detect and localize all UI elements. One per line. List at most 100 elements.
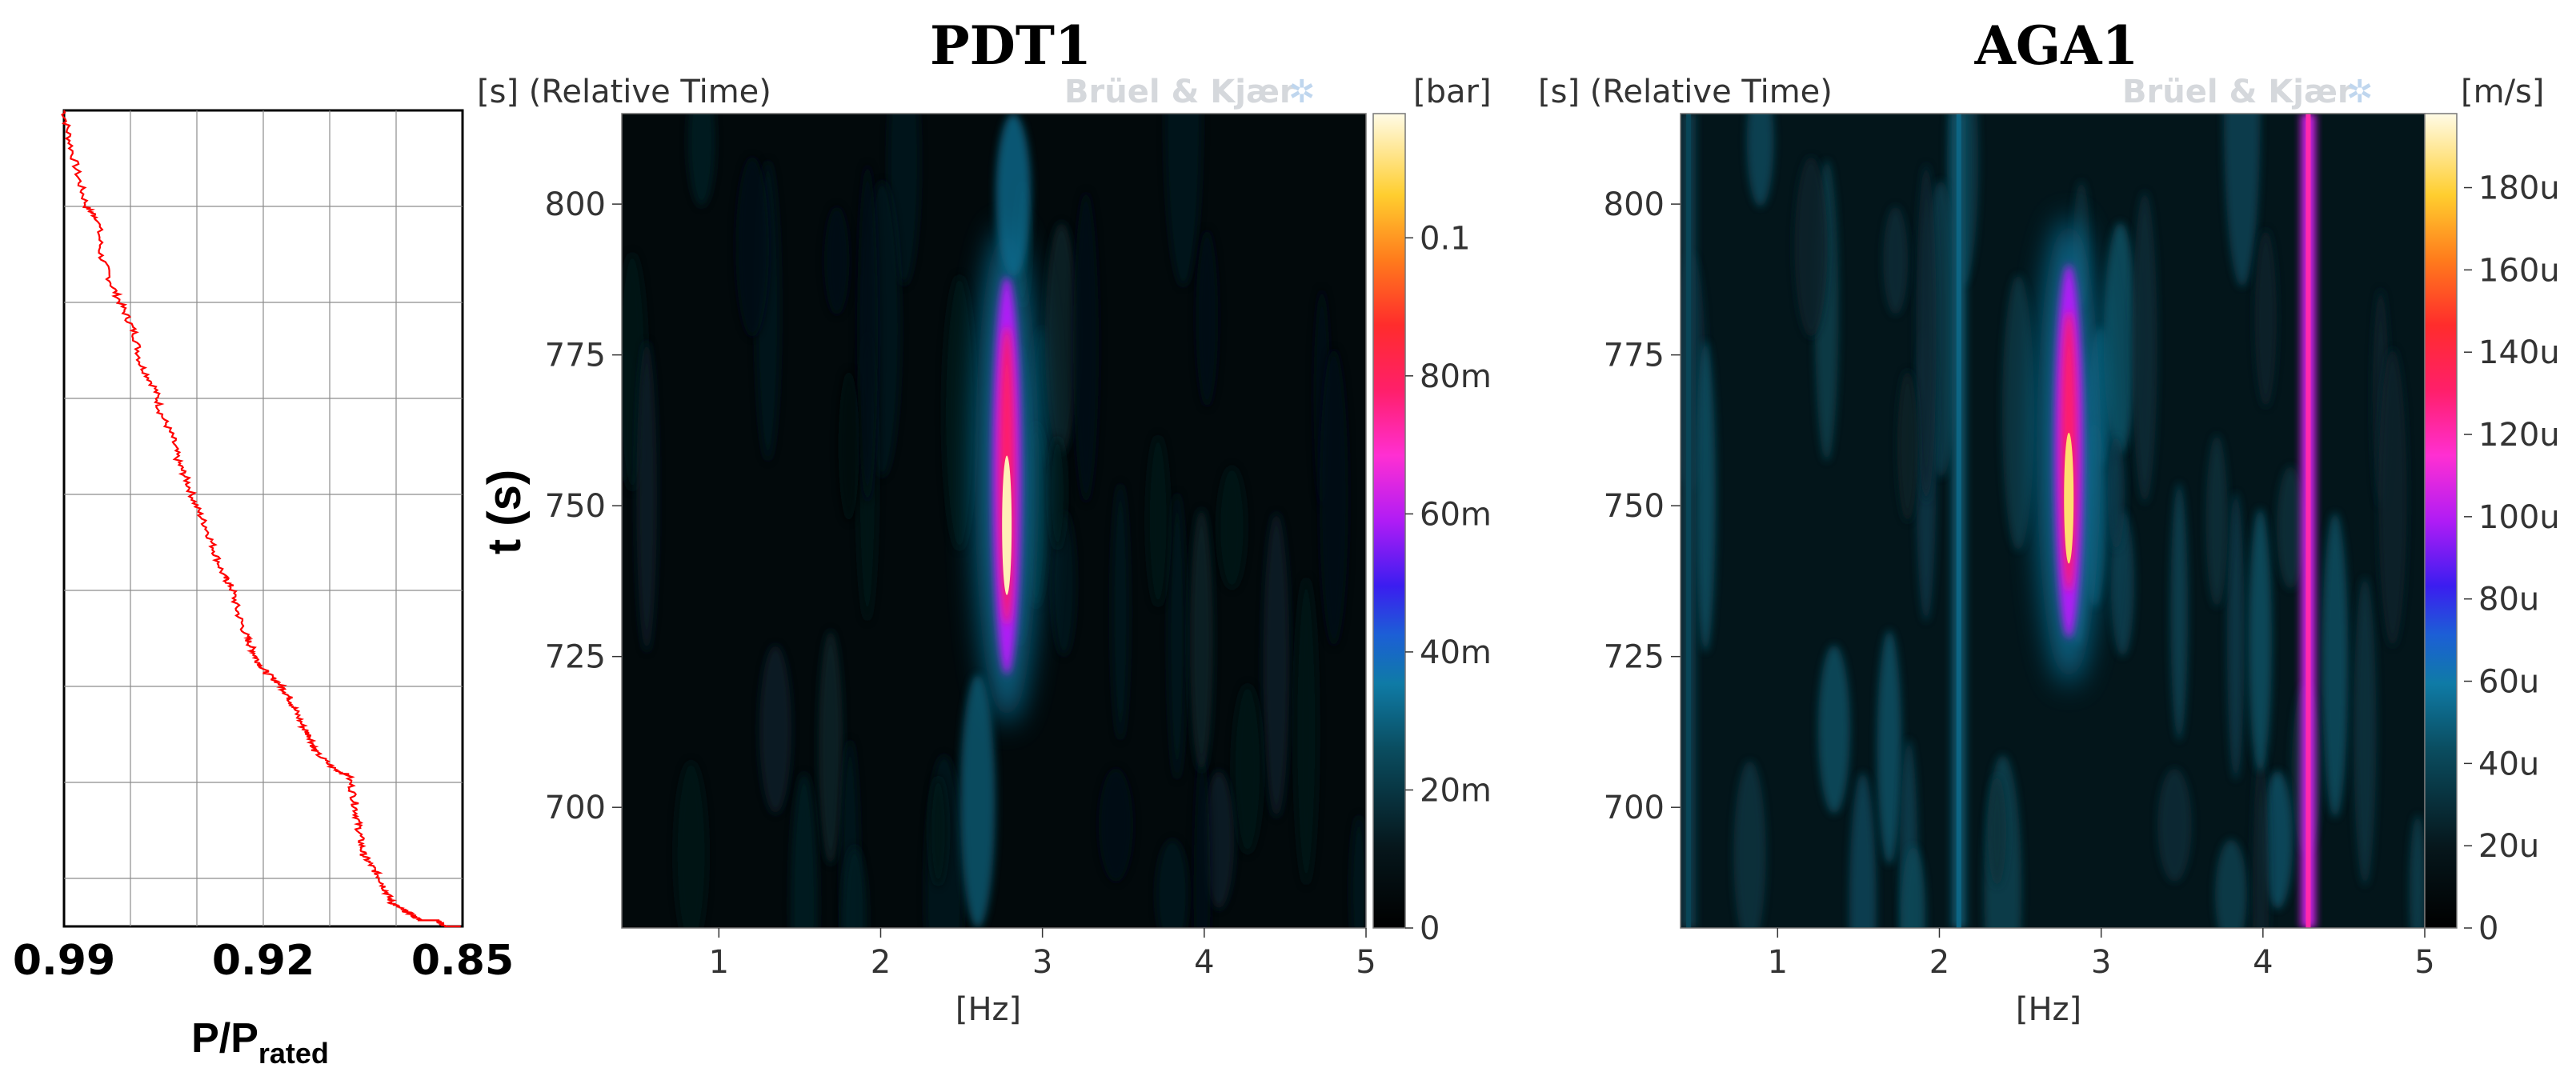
heatmap-background-streak [675,760,707,928]
line-chart-x-label: P/Prated [191,1015,329,1070]
power-ratio-trace [61,110,461,928]
heatmap-background-streak [2103,222,2137,454]
heatmap-background-streak [2170,482,2189,741]
colorbar-tick-label: 60u [2478,664,2539,701]
heatmap-y-tick-label: 775 [545,338,606,374]
aga1-heatmap-marks [1681,114,2425,928]
heatmap-background-streak [1897,370,1918,522]
heatmap-background-streak [2353,576,2377,886]
heatmap-background-streak [2276,466,2305,590]
pdt1-axes: 1 2 3 4 5 700 725 750 775 800 [545,186,1376,981]
heatmap-background-streak [1073,191,1100,504]
heatmap-background-streak [1112,482,1130,741]
pdt1-watermark: Brüel & Kjær [1064,74,1296,110]
heatmap-y-tick-label: 700 [545,790,606,826]
aga1-title: AGA1 [1974,14,2139,77]
heatmap-x-tick-label: 4 [2253,944,2273,981]
heatmap-background-streak [1877,630,1902,865]
aga1-axes: 1 2 3 4 5 700 725 750 775 800 [1604,186,2435,981]
heatmap-background-streak [1217,466,1246,590]
pdt1-title: PDT1 [930,14,1092,77]
heatmap-tonal-line-core [2306,114,2311,928]
colorbar-tick-label: 0 [2478,910,2498,947]
colorbar-tick-label: 0 [1420,910,1440,947]
aga1-time-unit-label: [s] (Relative Time) [1538,74,1833,110]
heatmap-background-streak [2248,508,2273,772]
heatmap-background-streak [1350,814,1366,928]
heatmap-background-streak [2107,435,2125,550]
heatmap-background-streak [1193,748,1211,928]
heatmap-background-streak [1263,512,1290,818]
line-chart-x-tick: 0.92 [212,937,314,985]
heatmap-background-streak [2157,768,2192,882]
heatmap-tonal-line-core [1956,114,1961,928]
pdt1-colorbar-unit: [bar] [1413,74,1492,110]
heatmap-background-streak [2001,274,2035,551]
line-chart-x-tick: 0.99 [13,937,115,985]
heatmap-peak-core [1002,455,1012,595]
colorbar-tick-label: 160u [2478,252,2560,289]
colorbar-tick-label: 120u [2478,417,2560,454]
heatmap-background-streak [1733,760,1766,928]
aga1-colorbar-ticks: 0 20u 40u 60u 80u 100u 120u 140u 160u 180u [2464,170,2560,947]
pdt1-colorbar-ticks: 0 20m 40m 60m 80m 0.1 [1405,220,1492,947]
colorbar-tick-label: 100u [2478,499,2560,536]
heatmap-background-streak [1098,768,1133,882]
heatmap-background-streak [842,846,867,928]
colorbar-tick-label: 140u [2478,334,2560,371]
pdt1-plot-frame [621,113,1367,929]
heatmap-background-streak [1044,222,1079,454]
heatmap-y-tick-label: 800 [545,186,606,223]
heatmap-background-streak [1794,156,1828,338]
aga1-colorbar-unit: [m/s] [2461,74,2545,110]
heatmap-x-tick-label: 5 [2414,944,2434,981]
colorbar-tick-label: 80u [2478,582,2539,618]
heatmap-peak-core [2064,432,2074,564]
colorbar-tick-label: 20u [2478,828,2539,865]
heatmap-background-streak [928,775,948,886]
heatmap-background-streak [818,630,843,865]
heatmap-background-streak [1164,114,1202,287]
colorbar-tick-label: 180u [2478,170,2560,207]
pdt1-watermark-logo-icon: ✲ [1288,74,1316,110]
aga1-x-label: [Hz] [2016,991,2081,1028]
pdt1-x-label: [Hz] [955,991,1021,1028]
heatmap-background-streak [1319,348,1348,647]
heatmap-x-tick-label: 2 [1929,944,1949,981]
heatmap-y-tick-label: 725 [545,639,606,676]
heatmap-y-tick-label: 750 [1604,488,1665,525]
heatmap-background-streak [1916,163,1937,503]
heatmap-background-streak [2226,492,2245,781]
heatmap-background-streak [2252,748,2270,928]
heatmap-background-streak [2262,770,2294,910]
aga1-watermark-logo-icon: ✲ [2346,74,2374,110]
pdt1-spectrogram: PDT1 [s] (Relative Time) Brüel & Kjær ✲ … [477,14,1492,1028]
heatmap-background-streak [2205,434,2228,608]
heatmap-background-streak [1294,576,1318,886]
heatmap-y-tick-label: 775 [1604,338,1665,374]
heatmap-tail [996,114,1032,277]
heatmap-background-streak [838,370,859,522]
heatmap-background-streak [1232,683,1263,854]
heatmap-background-streak [1746,114,1774,207]
heatmap-background-streak [2132,191,2158,504]
heatmap-x-tick-label: 1 [709,944,729,981]
heatmap-background-streak [2322,512,2349,818]
heatmap-background-streak [735,156,769,338]
heatmap-x-tick-label: 3 [1032,944,1052,981]
heatmap-x-tick-label: 4 [1194,944,1214,981]
heatmap-background-streak [824,206,850,315]
heatmap-x-tick-label: 2 [871,944,891,981]
heatmap-background-streak [1987,775,2007,886]
colorbar-tick-label: 40m [1420,634,1492,671]
heatmap-tail [959,674,996,928]
heatmap-tonal-line-core [1686,114,1692,928]
heatmap-y-tick-label: 725 [1604,639,1665,676]
heatmap-background-streak [2223,114,2261,287]
heatmap-y-tick-label: 700 [1604,790,1665,826]
heatmap-background-streak [1168,492,1186,781]
colorbar-tick-label: 60m [1420,496,1492,533]
heatmap-background-streak [1048,435,1067,550]
aga1-colorbar [2424,113,2458,929]
heatmap-background-streak [759,645,792,814]
